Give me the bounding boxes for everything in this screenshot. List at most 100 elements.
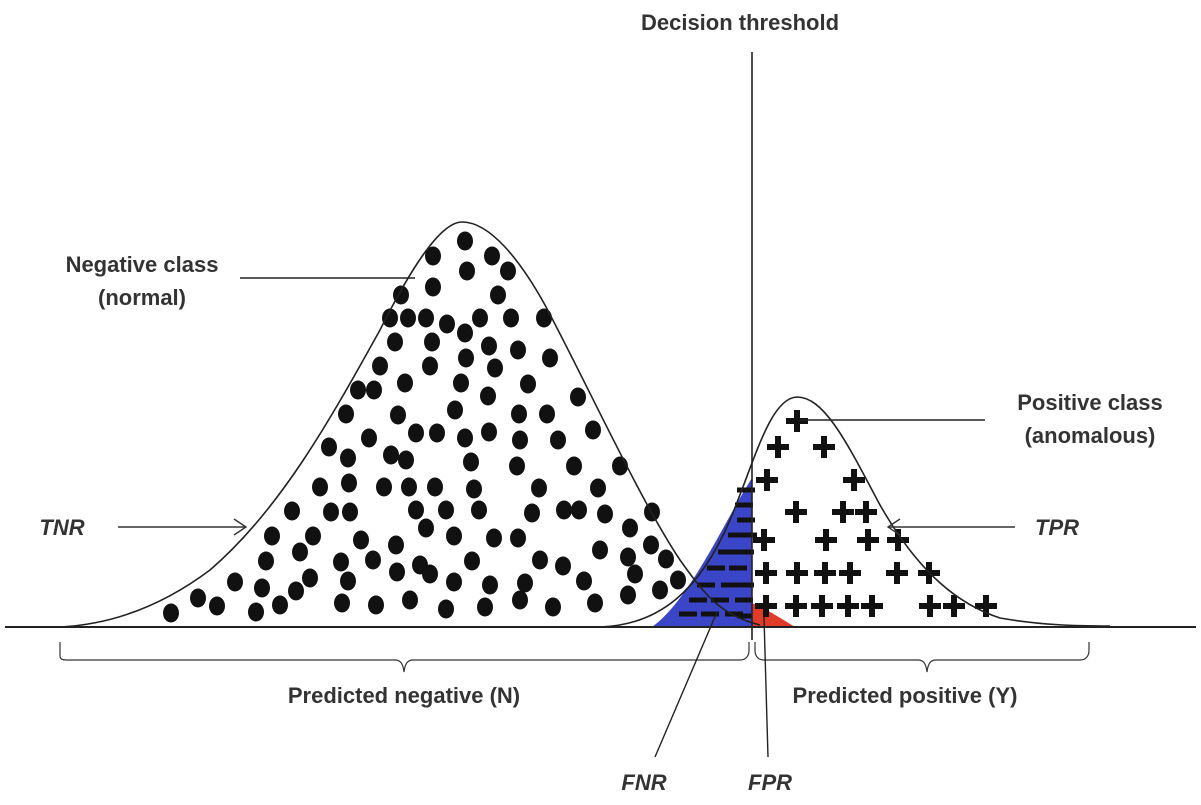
fpr-label: FPR [748,770,792,795]
negative-dot-marker [576,571,592,591]
negative-dot-marker [342,502,358,522]
negative-dot-marker [464,551,480,571]
negative-dot-marker [482,575,498,595]
negative-dot-marker [509,456,525,476]
positive-plus-marker [919,595,941,617]
negative-dot-marker [592,540,608,560]
negative-dot-marker [401,477,417,497]
negative-dot-marker [658,549,674,569]
negative-dot-marker [338,404,354,424]
overlap-dash-marker [735,502,753,508]
overlap-negative-markers [679,487,757,619]
negative-dot-marker [408,423,424,443]
negative-dot-marker [556,500,572,520]
negative-dot-marker [458,348,474,368]
negative-dot-marker [321,437,337,457]
negative-dot-marker [361,428,377,448]
negative-class-dots [163,231,686,623]
negative-dot-marker [341,473,357,493]
negative-dot-marker [254,578,270,598]
negative-dot-marker [511,404,527,424]
overlap-dash-marker [679,611,697,617]
negative-dot-marker [620,547,636,567]
negative-dot-marker [424,332,440,352]
overlap-dash-marker [725,611,743,617]
negative-dot-marker [418,518,434,538]
negative-dot-marker [340,571,356,591]
overlap-dash-marker [736,549,754,555]
overlap-dash-marker [707,565,725,571]
fnr-region [652,478,752,627]
negative-dot-marker [418,308,434,328]
negative-dot-marker [422,564,438,584]
positive-plus-marker [815,529,837,551]
overlap-dash-marker [729,565,747,571]
negative-dot-marker [366,380,382,400]
negative-dot-marker [539,404,555,424]
predicted-negative-bracket [59,642,750,673]
negative-dot-marker [264,526,280,546]
negative-dot-marker [209,596,225,616]
negative-dot-marker [372,356,388,376]
overlap-dash-marker [689,597,707,603]
negative-dot-marker [429,423,445,443]
overlap-dash-marker [701,611,719,617]
positive-plus-marker [857,529,879,551]
negative-dot-marker [571,500,587,520]
negative-dot-marker [302,568,318,588]
negative-dot-marker [425,246,441,266]
negative-dot-marker [587,593,603,613]
positive-plus-marker [786,410,808,432]
negative-dot-marker [670,570,686,590]
fnr-pointer-line [654,611,718,758]
negative-dot-marker [481,422,497,442]
tpr-label: TPR [1035,515,1079,540]
positive-plus-marker [753,529,775,551]
negative-dot-marker [471,500,487,520]
negative-dot-marker [486,528,502,548]
negative-dot-marker [503,308,519,328]
overlap-dash-marker [739,532,757,538]
negative-dot-marker [512,590,528,610]
negative-dot-marker [190,588,206,608]
negative-dot-marker [272,595,288,615]
negative-dot-marker [393,285,409,305]
negative-dot-marker [284,501,300,521]
overlap-dash-marker [737,613,755,619]
overlap-dash-marker [737,517,755,523]
negative-dot-marker [288,581,304,601]
negative-dot-marker [390,405,406,425]
negative-dot-marker [500,261,516,281]
decision-threshold-title: Decision threshold [641,10,839,35]
negative-dot-marker [466,479,482,499]
negative-dot-marker [397,373,413,393]
negative-dot-marker [447,400,463,420]
negative-dot-marker [484,246,500,266]
negative-dot-marker [365,550,381,570]
positive-plus-marker [975,595,997,617]
negative-dot-marker [490,285,506,305]
negative-dot-marker [350,380,366,400]
negative-dot-marker [566,456,582,476]
negative-dot-marker [446,572,462,592]
negative-dot-marker [427,477,443,497]
negative-dot-marker [446,526,462,546]
overlap-dash-marker [718,549,736,555]
positive-class-plus-markers [753,410,997,617]
negative-dot-marker [459,261,475,281]
positive-plus-marker [887,529,909,551]
negative-dot-marker [620,585,636,605]
positive-plus-marker [855,501,877,523]
negative-dot-marker [555,556,571,576]
negative-dot-marker [439,314,455,334]
positive-plus-marker [786,562,808,584]
tnr-arrow [118,518,248,536]
tpr-arrow [886,518,1015,536]
negative-dot-marker [520,374,536,394]
positive-plus-marker [756,469,778,491]
negative-dot-marker [477,597,493,617]
negative-dot-marker [542,348,558,368]
negative-dot-marker [388,535,404,555]
negative-dot-marker [334,593,350,613]
negative-dot-marker [643,535,659,555]
